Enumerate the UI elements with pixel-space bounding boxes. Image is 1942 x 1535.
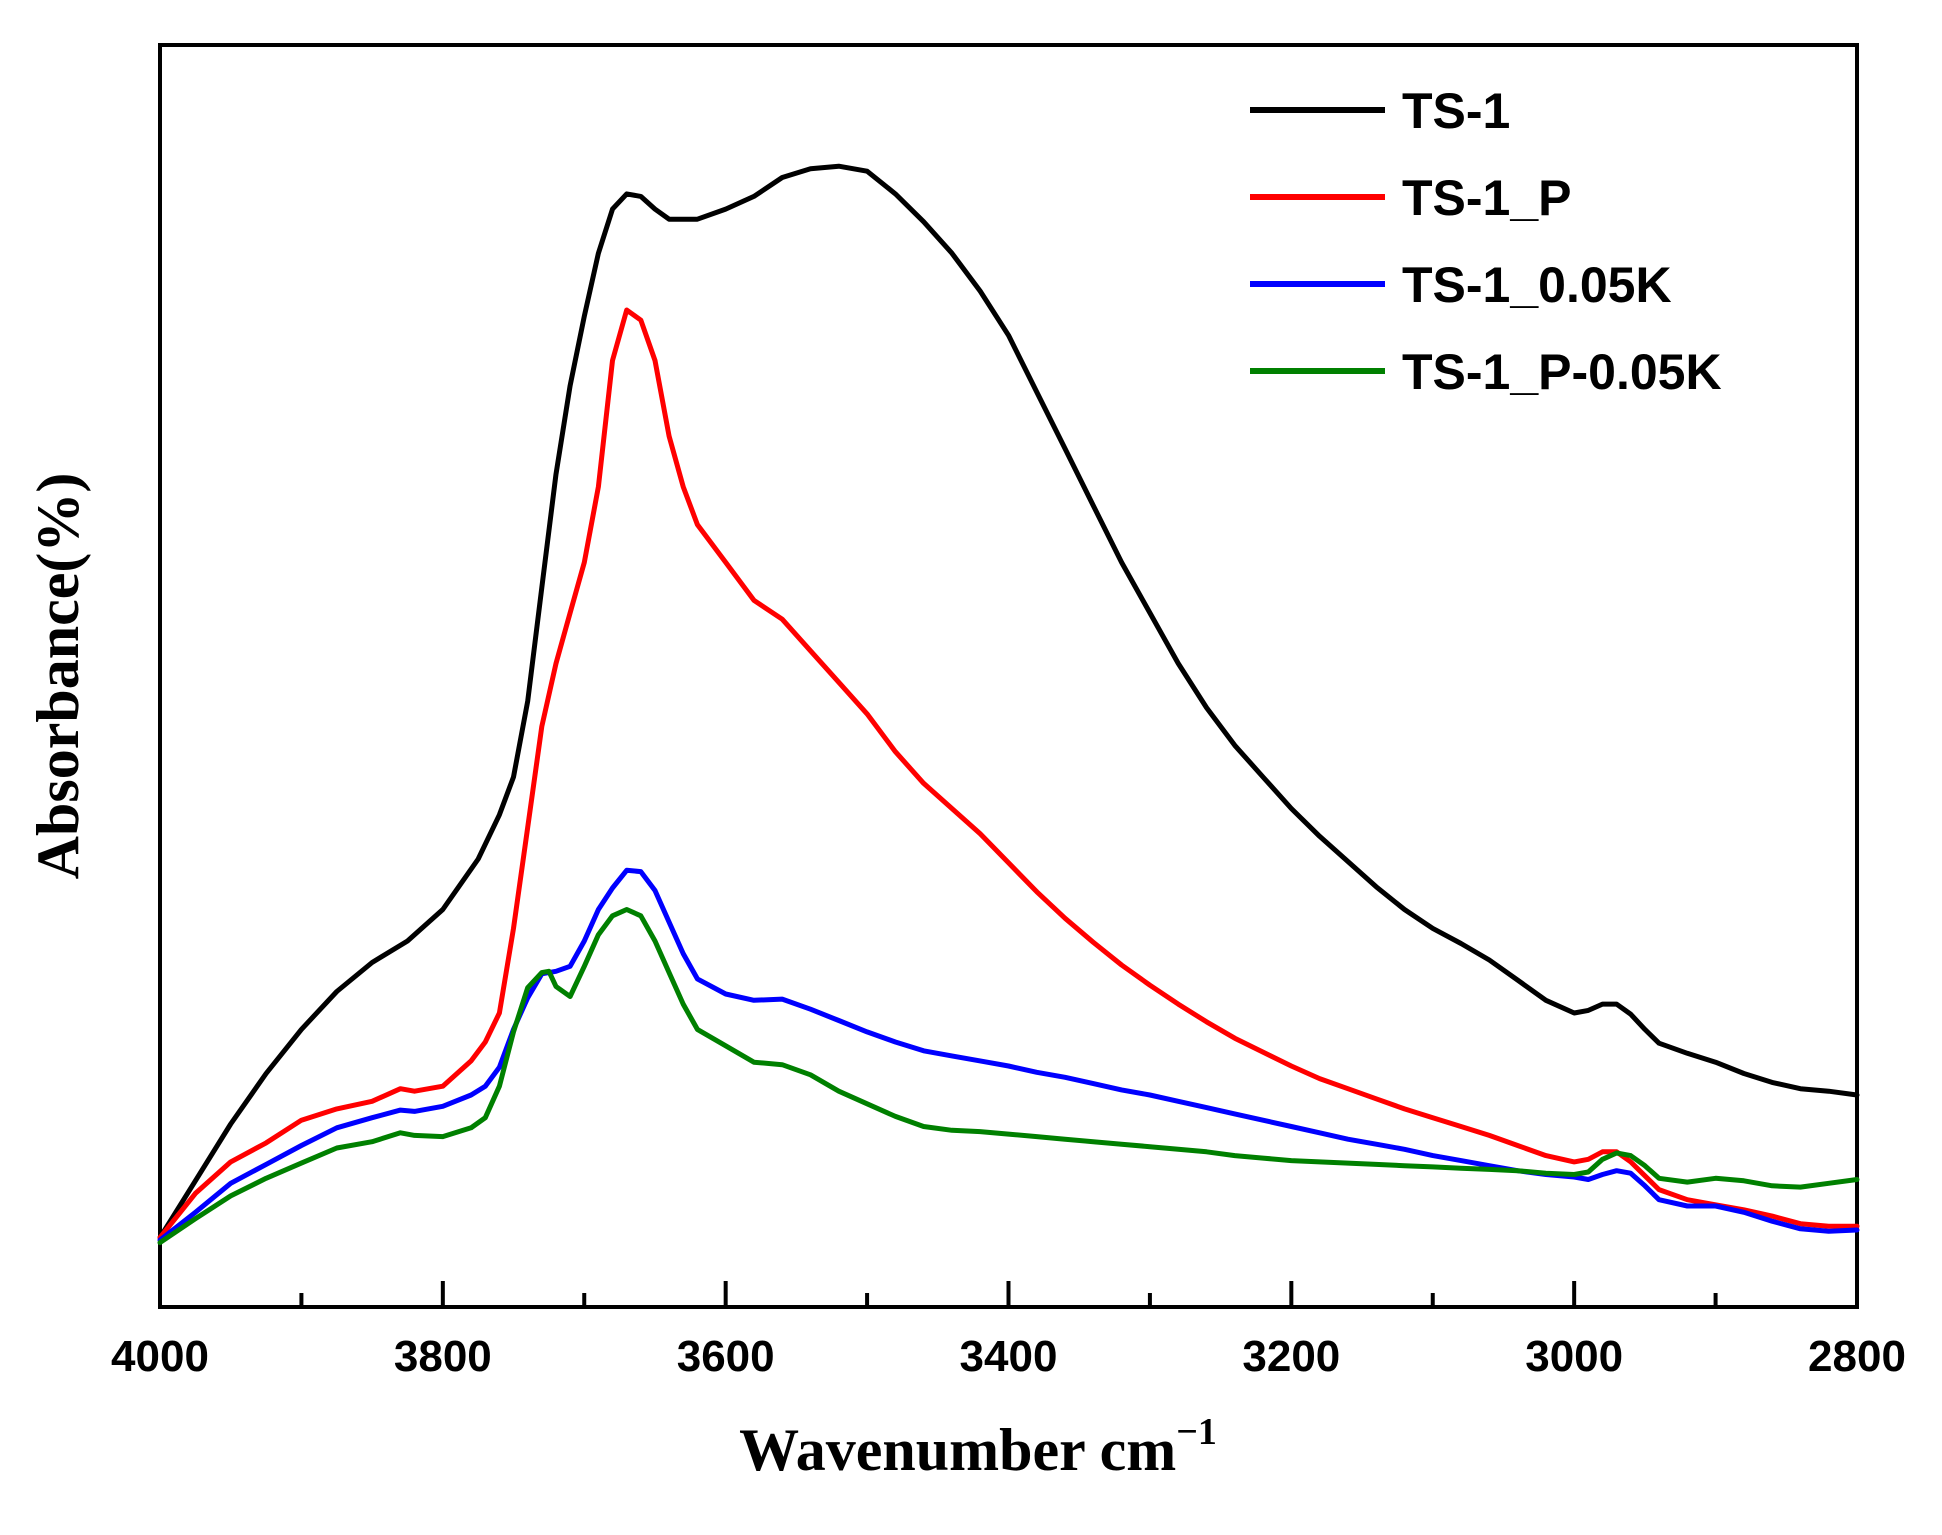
x-tick-label: 3600 <box>677 1332 775 1381</box>
x-tick-label: 3200 <box>1242 1332 1340 1381</box>
x-tick-label: 2800 <box>1808 1332 1906 1381</box>
y-axis-title: Absorbance(%) <box>25 473 91 880</box>
legend: TS-1 TS-1_P TS-1_0.05K TS-1_P-0.05K <box>1250 83 1722 400</box>
legend-label-ts-1: TS-1 <box>1402 83 1510 139</box>
x-tick-label: 3000 <box>1525 1332 1623 1381</box>
series-line-ts-1-0-05k <box>157 867 1860 1243</box>
x-axis-title-superscript: −1 <box>1176 1411 1217 1453</box>
legend-label-ts-1-p: TS-1_P <box>1402 170 1572 226</box>
x-tick-label: 3400 <box>960 1332 1058 1381</box>
series-layer <box>157 163 1860 1246</box>
series-line-ts-1-p-0-05k <box>157 907 1860 1246</box>
x-axis-ticks: 4000 3800 3600 3400 3200 3000 2800 <box>111 1281 1906 1381</box>
series-line-ts-1 <box>157 163 1860 1241</box>
legend-label-ts-1-0-05k: TS-1_0.05K <box>1402 257 1672 313</box>
x-tick-label: 3800 <box>394 1332 492 1381</box>
x-axis-title: Wavenumber cm−1 <box>739 1411 1217 1483</box>
series-line-ts-1-p <box>157 307 1860 1241</box>
legend-label-ts-1-p-0-05k: TS-1_P-0.05K <box>1402 344 1722 400</box>
plot-frame <box>158 43 1859 1309</box>
x-tick-label: 4000 <box>111 1332 209 1381</box>
